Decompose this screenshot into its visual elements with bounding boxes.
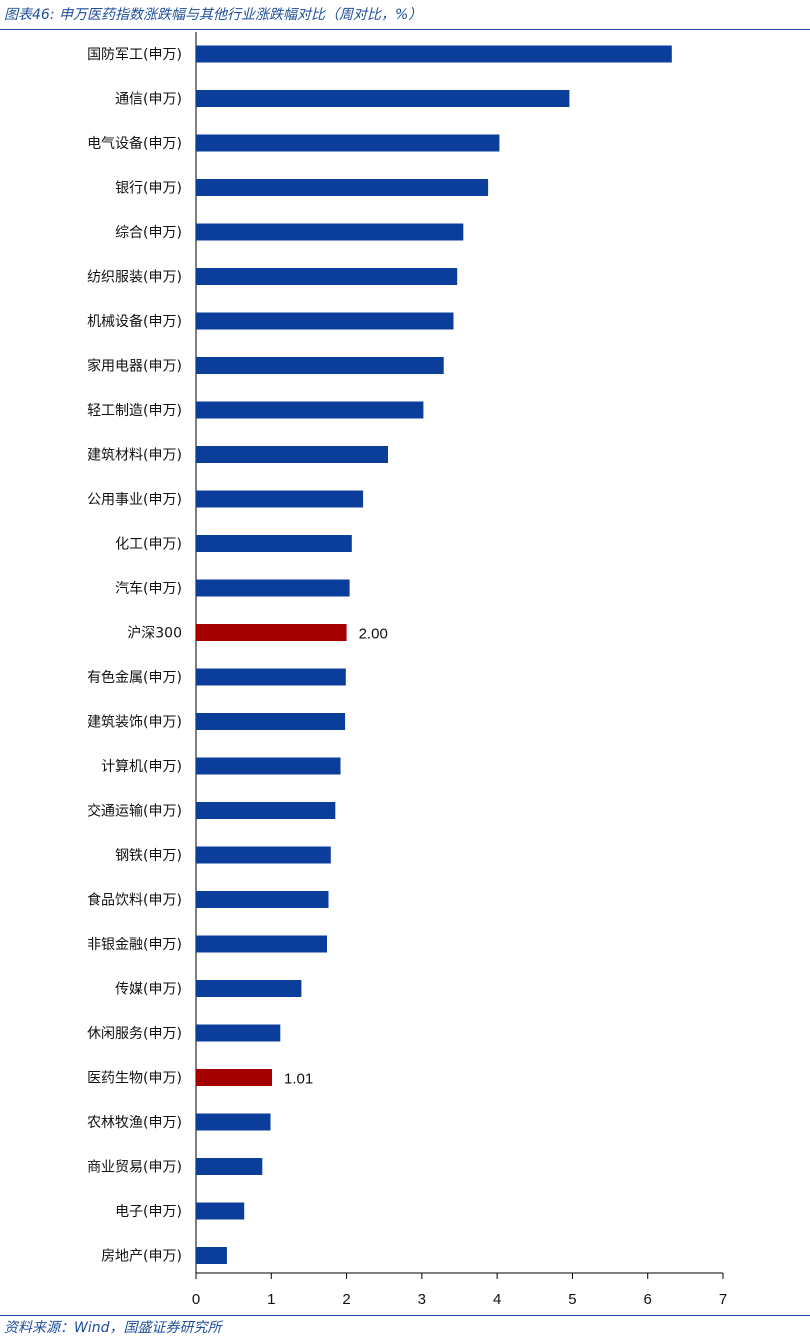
bar xyxy=(196,1113,271,1131)
category-label: 综合(申万) xyxy=(115,225,182,241)
category-label: 家用电器(申万) xyxy=(87,358,182,375)
data-label: 2.00 xyxy=(359,626,388,643)
category-label: 银行(申万) xyxy=(115,181,182,197)
category-label: 有色金属(申万) xyxy=(87,669,182,686)
bar xyxy=(196,1202,245,1220)
bar xyxy=(196,1069,272,1086)
category-label: 国防军工(申万) xyxy=(87,47,182,63)
bottom-divider xyxy=(0,1315,810,1316)
category-label: 休闲服务(申万) xyxy=(87,1026,182,1042)
category-label: 食品饮料(申万) xyxy=(87,892,182,909)
top-divider xyxy=(0,29,810,30)
category-label: 轻工制造(申万) xyxy=(87,403,182,419)
x-tick-label: 3 xyxy=(418,1291,426,1308)
x-tick-label: 7 xyxy=(719,1291,727,1308)
category-label: 建筑材料(申万) xyxy=(87,448,182,464)
category-label: 交通运输(申万) xyxy=(87,803,182,820)
bar xyxy=(196,401,424,419)
category-label: 钢铁(申万) xyxy=(115,848,182,864)
figure-title: 图表46: 申万医药指数涨跌幅与其他行业涨跌幅对比（周对比，%） xyxy=(4,7,423,23)
bar xyxy=(196,45,672,63)
bar xyxy=(196,1024,281,1042)
x-tick-label: 0 xyxy=(192,1291,200,1308)
category-label: 公用事业(申万) xyxy=(87,492,182,508)
category-label: 纺织服装(申万) xyxy=(87,270,182,286)
bar xyxy=(196,268,458,285)
bar xyxy=(196,446,388,463)
bar xyxy=(196,357,444,374)
x-tick-label: 4 xyxy=(493,1291,501,1308)
category-label: 传媒(申万) xyxy=(115,982,182,998)
bar xyxy=(196,802,336,819)
bar xyxy=(196,535,352,552)
bar xyxy=(196,312,454,330)
bar xyxy=(196,490,364,508)
bar xyxy=(196,980,302,997)
category-label: 化工(申万) xyxy=(115,537,182,553)
category-label: 商业贸易(申万) xyxy=(87,1160,182,1176)
category-label: 医药生物(申万) xyxy=(87,1071,182,1087)
category-label: 农林牧渔(申万) xyxy=(87,1115,182,1131)
category-label: 机械设备(申万) xyxy=(87,313,182,330)
x-tick-label: 2 xyxy=(342,1291,350,1308)
bar xyxy=(196,891,329,908)
bar xyxy=(196,846,331,864)
category-label: 汽车(申万) xyxy=(115,580,182,597)
data-label: 1.01 xyxy=(284,1071,313,1088)
category-label: 计算机(申万) xyxy=(101,759,182,775)
category-label: 非银金融(申万) xyxy=(87,937,182,953)
category-label: 沪深300 xyxy=(127,626,182,642)
x-tick-label: 6 xyxy=(644,1291,652,1308)
x-tick-label: 1 xyxy=(267,1291,275,1308)
category-label: 电子(申万) xyxy=(115,1204,182,1220)
bar xyxy=(196,757,341,775)
bar xyxy=(196,713,346,730)
bar xyxy=(196,579,350,597)
bar xyxy=(196,223,464,241)
category-label: 电气设备(申万) xyxy=(87,135,182,152)
category-label: 房地产(申万) xyxy=(101,1249,182,1265)
bar xyxy=(196,1247,227,1264)
x-tick-label: 5 xyxy=(568,1291,576,1308)
category-label: 通信(申万) xyxy=(115,92,182,108)
bar xyxy=(196,134,500,152)
bar xyxy=(196,624,347,641)
bar xyxy=(196,179,489,196)
figure-source: 资料来源：Wind，国盛证券研究所 xyxy=(4,1320,222,1336)
bar-chart: 国防军工(申万) 通信(申万) 电气设备(申万) 银行(申万) 综合(申万) 纺织服装(申… xyxy=(87,32,727,1308)
category-label: 建筑装饰(申万) xyxy=(87,715,182,731)
bar xyxy=(196,668,346,686)
bar xyxy=(196,90,570,107)
bar xyxy=(196,935,327,953)
bar xyxy=(196,1158,263,1175)
